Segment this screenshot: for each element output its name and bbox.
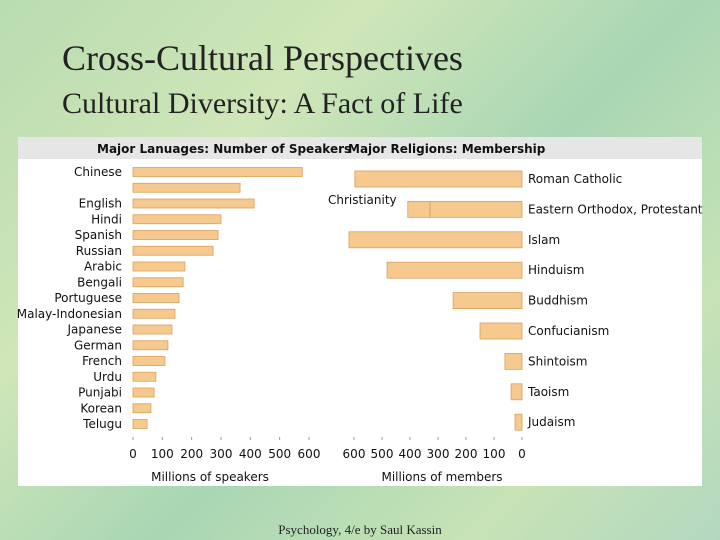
bar bbox=[132, 419, 148, 429]
bar bbox=[514, 413, 523, 431]
bar bbox=[132, 403, 152, 414]
bar bbox=[407, 200, 431, 218]
category-label: Shintoism bbox=[528, 354, 587, 368]
bar bbox=[386, 261, 523, 279]
category-label: Spanish bbox=[75, 228, 122, 242]
slide-subtitle: Cultural Diversity: A Fact of Life bbox=[62, 87, 463, 120]
slide-title: Cross-Cultural Perspectives bbox=[62, 38, 463, 78]
category-label: Portuguese bbox=[54, 291, 122, 305]
bar bbox=[348, 231, 523, 249]
category-label: Urdu bbox=[93, 370, 122, 384]
x-tick-label: 500 bbox=[268, 447, 291, 461]
category-label: Arabic bbox=[84, 260, 122, 274]
category-label: Eastern Orthodox, Protestant bbox=[528, 202, 703, 216]
category-label: Malay-Indonesian bbox=[17, 307, 122, 321]
category-label: Islam bbox=[528, 233, 560, 247]
category-label: Korean bbox=[80, 401, 122, 415]
bar bbox=[479, 322, 523, 340]
bar bbox=[132, 371, 157, 382]
x-tick-label: 400 bbox=[399, 447, 422, 461]
bar bbox=[429, 200, 523, 218]
chart-title: Major Lanuages: Number of Speakers bbox=[97, 142, 351, 156]
bar bbox=[132, 387, 155, 398]
x-axis-title: Millions of members bbox=[381, 470, 502, 484]
bar bbox=[132, 324, 173, 335]
category-label: English bbox=[79, 197, 122, 211]
x-tick-label: 200 bbox=[180, 447, 203, 461]
bar bbox=[132, 245, 214, 256]
category-label: Roman Catholic bbox=[528, 172, 622, 186]
bar bbox=[132, 261, 186, 272]
category-label: Judaism bbox=[527, 415, 575, 429]
header-band bbox=[18, 137, 702, 159]
bar bbox=[132, 167, 303, 177]
category-label: Hinduism bbox=[528, 263, 584, 277]
x-tick-label: 0 bbox=[518, 447, 526, 461]
category-label: German bbox=[74, 338, 122, 352]
chart-title: Major Religions: Membership bbox=[348, 142, 546, 156]
bar bbox=[132, 293, 180, 303]
footer: Psychology, 4/e by Saul Kassin bbox=[278, 522, 442, 537]
bar bbox=[132, 214, 222, 225]
bar bbox=[132, 308, 176, 319]
category-label: French bbox=[82, 354, 122, 368]
figure-panel bbox=[18, 137, 702, 486]
x-tick-label: 400 bbox=[239, 447, 262, 461]
x-tick-label: 300 bbox=[210, 447, 233, 461]
category-label: Taoism bbox=[527, 385, 569, 399]
x-axis-title: Millions of speakers bbox=[151, 470, 269, 484]
x-tick-label: 300 bbox=[427, 447, 450, 461]
x-tick-label: 200 bbox=[455, 447, 478, 461]
bar bbox=[132, 277, 184, 288]
category-label: Japanese bbox=[67, 323, 123, 337]
category-label: Hindi bbox=[91, 212, 122, 226]
category-label: Confucianism bbox=[528, 324, 609, 338]
bar bbox=[132, 356, 166, 366]
bar bbox=[132, 198, 255, 209]
category-label: Punjabi bbox=[78, 386, 122, 400]
category-label: Russian bbox=[76, 244, 122, 258]
category-label: Bengali bbox=[77, 275, 122, 289]
category-label: Telugu bbox=[82, 417, 122, 431]
x-tick-label: 600 bbox=[298, 447, 321, 461]
bar bbox=[452, 292, 523, 310]
bar bbox=[354, 170, 523, 188]
x-tick-label: 100 bbox=[151, 447, 174, 461]
annotation: Christianity bbox=[328, 193, 397, 207]
x-tick-label: 500 bbox=[371, 447, 394, 461]
bar bbox=[510, 383, 523, 401]
x-tick-label: 600 bbox=[343, 447, 366, 461]
x-tick-label: 0 bbox=[129, 447, 137, 461]
category-label: Chinese bbox=[74, 165, 122, 179]
category-label: Buddhism bbox=[528, 294, 588, 308]
bar bbox=[132, 182, 241, 193]
bar bbox=[504, 352, 523, 370]
bar bbox=[132, 230, 219, 240]
bar bbox=[132, 340, 169, 351]
x-tick-label: 100 bbox=[483, 447, 506, 461]
